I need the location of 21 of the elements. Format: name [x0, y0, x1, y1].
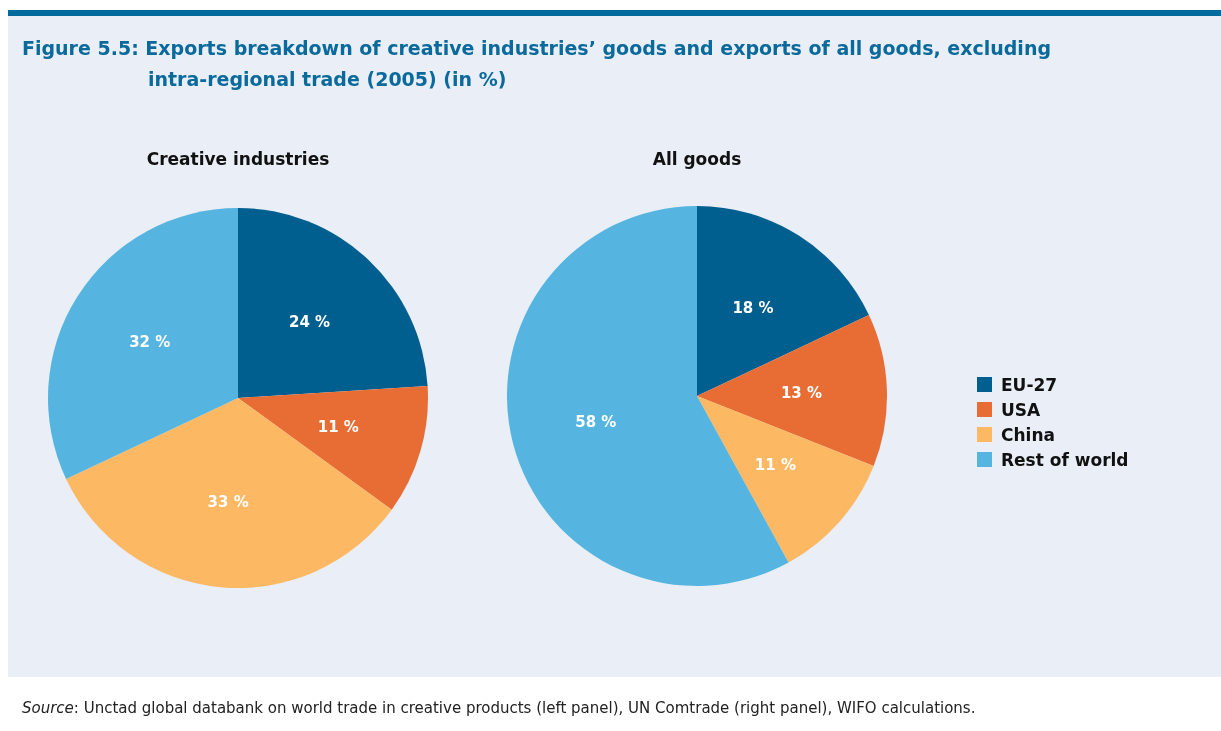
chart-title: Creative industries	[146, 149, 330, 169]
legend-label: China	[1001, 425, 1055, 445]
chart-title: All goods	[652, 149, 742, 169]
pie-slice	[48, 208, 238, 479]
source-note: Source: Unctad global databank on world trade in creative products (left panel), UN Comtrade (right panel), WIFO calculations.	[22, 699, 976, 717]
pie-slice	[238, 208, 428, 398]
text: Figure 5.5: Exports breakdown of creative industries’ goods and exports of all goods, excluding intra-regional trade (2005) (in %)	[22, 37, 1052, 90]
legend-label: Rest of world	[1001, 450, 1129, 470]
data-label: 24 %	[288, 312, 331, 331]
data-label: 13 %	[780, 383, 823, 402]
pie-slice	[697, 396, 874, 563]
data-label: 33 %	[207, 493, 249, 512]
pie-slice	[697, 206, 869, 396]
data-label: 11 %	[754, 456, 796, 475]
legend-label: USA	[1001, 400, 1042, 420]
data-label: 58 %	[575, 412, 617, 431]
legend-label: EU-27	[1001, 375, 1058, 395]
data-label: 18 %	[732, 298, 774, 317]
data-label: 11 %	[317, 418, 359, 437]
pie-slice	[66, 398, 392, 588]
data-label: 32 %	[129, 333, 171, 352]
